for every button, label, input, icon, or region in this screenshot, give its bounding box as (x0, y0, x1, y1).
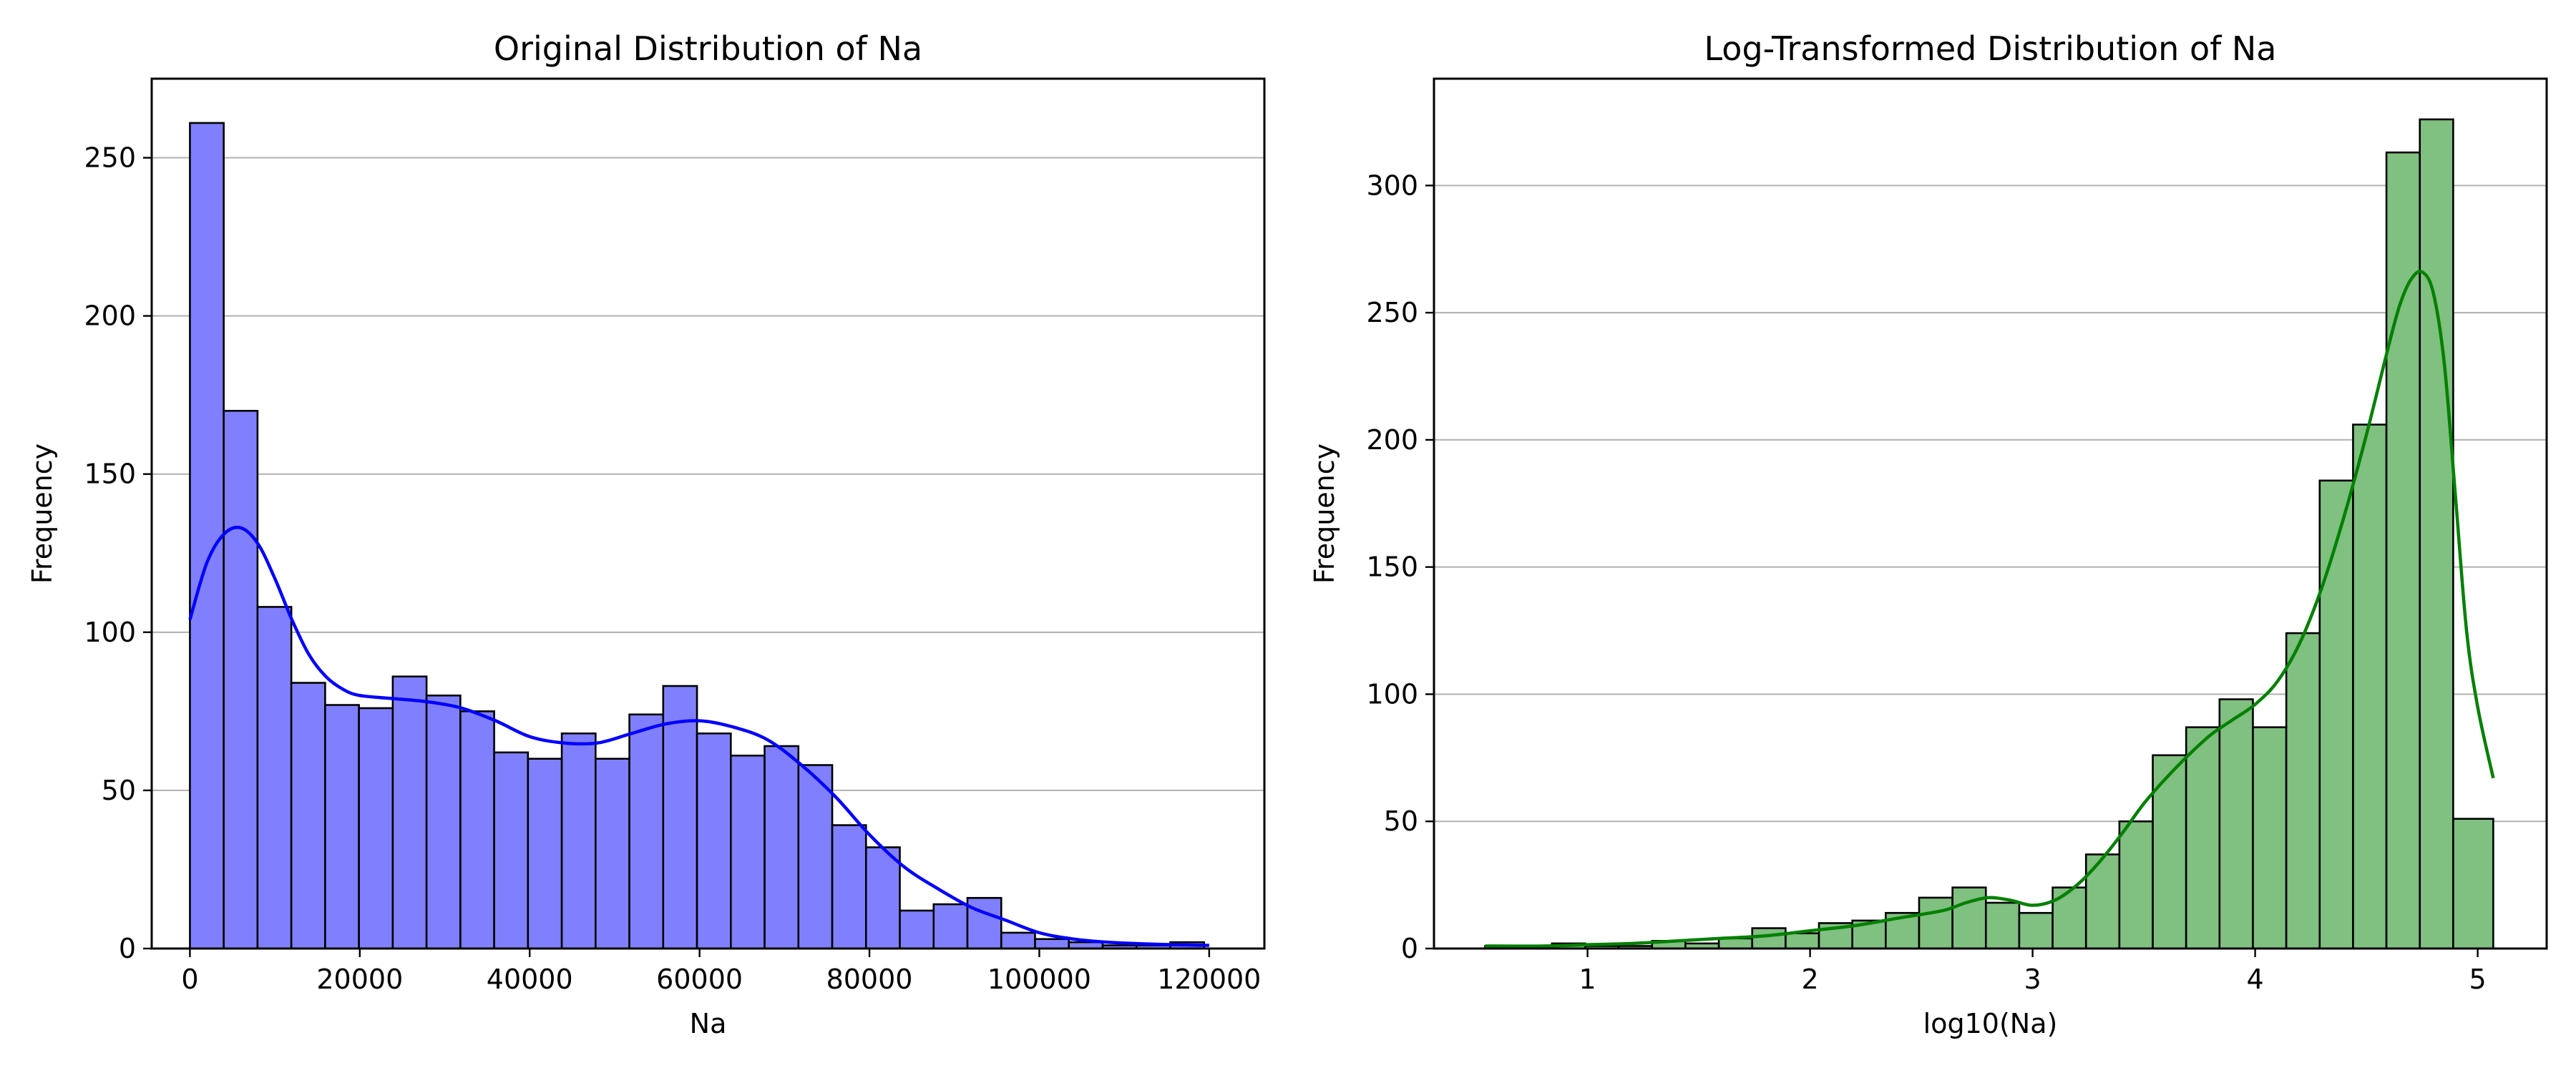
x-tick-label: 60000 (656, 964, 743, 995)
y-axis-ticks: 0 50 100 150 200 250 300 (1366, 170, 1434, 964)
histogram-bar (2419, 118, 2454, 950)
histogram-bar (763, 745, 800, 950)
histogram-bar (324, 704, 360, 950)
histogram-bar (1717, 937, 1754, 950)
histogram-bar (2018, 911, 2054, 950)
kde-curve (1485, 270, 2495, 948)
histogram-bar (2218, 698, 2254, 950)
x-tick-label: 20000 (316, 964, 403, 995)
histogram-bar (2252, 726, 2288, 950)
histogram-bar (628, 713, 665, 950)
y-tick-label: 50 (102, 775, 136, 806)
y-axis-ticks: 0 50 100 150 200 250 (84, 142, 152, 964)
histogram-bar (1751, 927, 1787, 950)
histogram-bar (595, 758, 630, 950)
histogram-bar (527, 758, 563, 950)
y-tick-label: 250 (84, 142, 136, 174)
y-axis-label: Frequency (1309, 444, 1340, 584)
histogram-bar (391, 675, 428, 950)
y-tick-label: 150 (1366, 552, 1418, 583)
histogram-bar (189, 122, 225, 950)
y-tick-label: 200 (84, 300, 136, 332)
x-axis-ticks: 1 2 3 4 5 (1579, 949, 2487, 995)
histogram-bar (459, 710, 495, 950)
histogram-bar (1000, 931, 1036, 950)
x-axis-ticks: 0 20000 40000 60000 80000 100000 120000 (181, 949, 1261, 995)
y-tick-label: 0 (119, 933, 136, 964)
histogram-bar (2285, 632, 2321, 950)
x-axis-label: Na (690, 1008, 727, 1039)
histogram-bar (2452, 818, 2494, 950)
y-tick-label: 50 (1384, 805, 1418, 837)
histogram-bar (696, 733, 732, 950)
y-tick-label: 100 (1366, 678, 1418, 710)
histogram-bar (2185, 726, 2221, 950)
x-tick-label: 120000 (1157, 964, 1261, 995)
histogram-bar (2385, 151, 2421, 950)
histogram-bar (899, 909, 935, 950)
histogram-bar (662, 685, 698, 950)
x-tick-label: 3 (2024, 964, 2041, 995)
x-tick-label: 100000 (987, 964, 1091, 995)
x-tick-label: 80000 (826, 964, 913, 995)
y-tick-label: 150 (84, 459, 136, 490)
plot-frame (150, 77, 1266, 950)
histogram-bar (2051, 886, 2087, 950)
kde-curve (188, 525, 1209, 947)
histogram-bar (1034, 938, 1070, 950)
histogram-panel-log: 1 2 3 4 5 0 50 100 150 200 250 300 Log-Transformed… (1309, 29, 2548, 1039)
histogram-bar (831, 824, 867, 950)
chart-title: Original Distribution of Na (494, 29, 922, 68)
x-tick-label: 4 (2246, 964, 2263, 995)
x-axis-label: log10(Na) (1923, 1008, 2058, 1039)
y-tick-label: 200 (1366, 424, 1418, 456)
histogram-bar (493, 751, 530, 950)
histogram-bar (223, 409, 259, 950)
x-tick-label: 40000 (487, 964, 573, 995)
y-tick-label: 300 (1366, 170, 1418, 201)
y-tick-label: 0 (1401, 933, 1418, 964)
histogram-bar (932, 903, 969, 950)
x-tick-label: 5 (2469, 964, 2486, 995)
histogram-bar (2152, 754, 2187, 950)
histogram-bar (290, 682, 326, 950)
histogram-bar (1951, 886, 1987, 950)
y-axis-label: Frequency (26, 444, 58, 584)
histogram-bar (256, 606, 293, 950)
histogram-bar (797, 764, 834, 950)
histogram-bar (730, 754, 766, 950)
x-tick-label: 0 (181, 964, 198, 995)
histogram-bar (1785, 932, 1820, 950)
histogram-bar (1984, 901, 2021, 950)
x-tick-label: 1 (1579, 964, 1596, 995)
plot-frame (1433, 77, 2548, 950)
y-tick-label: 250 (1366, 297, 1418, 328)
histogram-panel-original: 0 20000 40000 60000 80000 100000 120000 0 50 100… (26, 29, 1266, 1039)
histogram-bar (425, 694, 462, 950)
histogram-bar (560, 733, 597, 950)
histogram-bar (1918, 896, 1953, 950)
histogram-bar (358, 707, 394, 950)
y-tick-label: 100 (84, 617, 136, 648)
x-tick-label: 2 (1801, 964, 1818, 995)
histogram-bar (2318, 479, 2354, 950)
chart-title: Log-Transformed Distribution of Na (1704, 29, 2276, 68)
histogram-bar (2352, 423, 2388, 950)
histogram-bar (864, 846, 901, 950)
histogram-bar (966, 896, 1002, 950)
histogram-bar (2084, 853, 2121, 950)
histogram-bar (2118, 820, 2154, 950)
